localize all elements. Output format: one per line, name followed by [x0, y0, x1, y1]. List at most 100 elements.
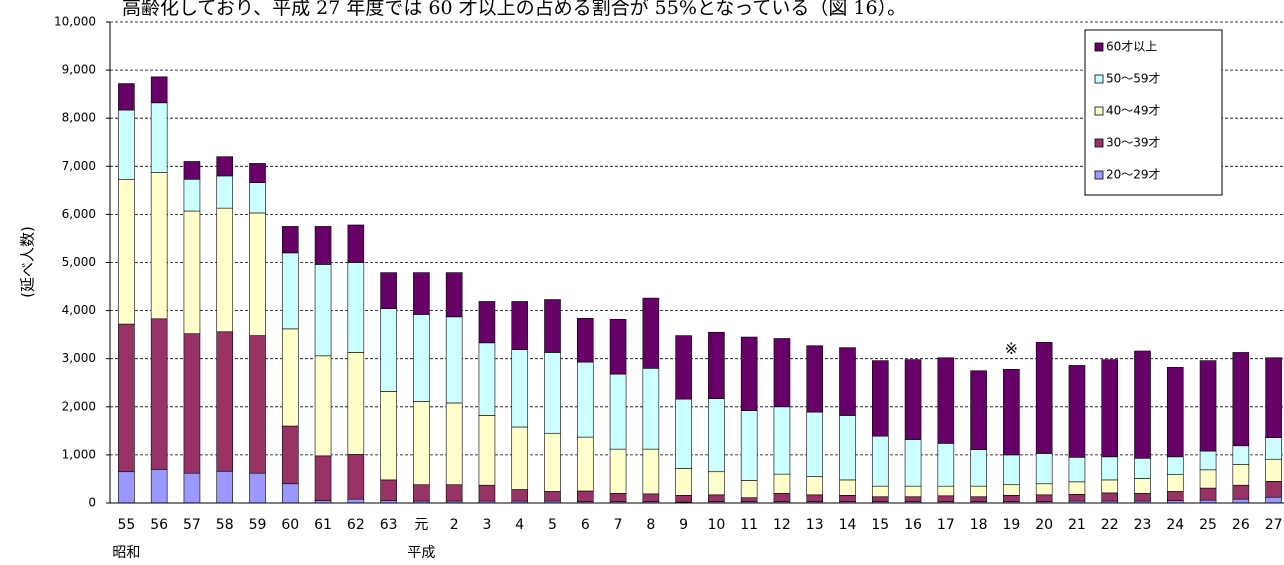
x-tick-label: 58: [216, 517, 234, 533]
bar-segment: [937, 443, 955, 487]
x-tick-label: 27: [1265, 517, 1283, 533]
bar-segment: [216, 156, 234, 177]
bar-segment: [1003, 454, 1020, 486]
bar-segment: [281, 425, 299, 485]
x-tick-label: 24: [1166, 517, 1184, 533]
bar-segment: [249, 472, 266, 504]
bar-segment: [806, 345, 824, 413]
bar-segment: [216, 175, 234, 209]
x-tick-label: 23: [1134, 517, 1152, 533]
y-axis-label: (延べ人数): [19, 226, 37, 298]
bar-segment: [904, 359, 922, 440]
bar-segment: [1003, 484, 1020, 496]
bar-segment: [1265, 481, 1282, 498]
bar-segment: [609, 318, 627, 375]
x-tick-label: 56: [150, 517, 168, 533]
bar-segment: [314, 455, 332, 501]
bar-segment: [183, 333, 201, 474]
bar-segment: [1166, 367, 1184, 458]
bar-segment: [281, 226, 299, 254]
legend-label: 30～39才: [1106, 136, 1161, 150]
bar-segment: [806, 476, 824, 496]
bar-segment: [806, 494, 824, 502]
bar-segment: [413, 272, 430, 315]
bar-segment: [609, 448, 627, 494]
y-tick-label: 10,000: [54, 15, 96, 29]
bar-segment: [1068, 481, 1086, 495]
bar-segment: [1232, 484, 1250, 500]
bar-segment: [1232, 445, 1250, 465]
legend-label: 20～29才: [1106, 168, 1161, 182]
bar-segment: [281, 328, 299, 427]
x-tick-label: 60: [281, 517, 299, 533]
bar-segment: [937, 357, 955, 444]
bar-segment: [1134, 478, 1151, 494]
x-tick-label: 4: [515, 517, 524, 533]
bar-segment: [1265, 437, 1282, 460]
bar-segment: [576, 490, 594, 502]
bar-segment: [576, 361, 594, 438]
x-tick-label: 25: [1199, 517, 1217, 533]
bar-segment: [1134, 493, 1151, 502]
bar-segment: [970, 449, 987, 487]
bar-segment: [970, 370, 987, 450]
bar-segment: [1035, 453, 1053, 485]
x-tick-label: 18: [970, 517, 988, 533]
bar-segment: [183, 210, 201, 334]
bar-segment: [740, 497, 758, 502]
bar-segment: [1101, 456, 1119, 481]
bar-segment: [1101, 479, 1119, 494]
bar-segment: [1068, 365, 1086, 458]
bar-segment: [249, 212, 266, 336]
y-tick-label: 3,000: [62, 351, 96, 365]
y-tick-label: 6,000: [62, 207, 96, 221]
bar-segment: [281, 252, 299, 330]
bar-segment: [871, 435, 889, 487]
x-tick-label: 3: [482, 517, 491, 533]
bar-segment: [380, 391, 397, 481]
x-tick-label: 61: [314, 517, 332, 533]
bar-segment: [675, 495, 692, 503]
bar-segment: [150, 76, 168, 104]
bar-segment: [871, 496, 889, 502]
y-tick-label: 2,000: [62, 399, 96, 413]
bar-segment: [511, 301, 529, 350]
bar-segment: [150, 172, 168, 320]
x-tick-label: 21: [1068, 517, 1086, 533]
x-tick-label: 16: [904, 517, 922, 533]
y-tick-label: 1,000: [62, 447, 96, 461]
bar-segment: [314, 264, 332, 357]
bar-segment: [970, 496, 987, 502]
bar-segment: [1134, 350, 1151, 459]
x-tick-label: 2: [450, 517, 459, 533]
bar-segment: [1199, 469, 1217, 489]
bar-segment: [347, 454, 365, 500]
bar-segment: [1035, 494, 1053, 502]
x-tick-label: 10: [707, 517, 725, 533]
bar-segment: [347, 224, 365, 263]
bar-segment: [478, 415, 496, 486]
bar-segment: [576, 436, 594, 492]
bar-segment: [839, 479, 856, 496]
x-tick-label: 22: [1101, 517, 1119, 533]
bar-segment: [1068, 457, 1086, 483]
bar-segment: [380, 479, 397, 501]
bar-segment: [1003, 368, 1020, 456]
bar-segment: [150, 318, 168, 470]
bar-segment: [544, 491, 561, 502]
bar-segment: [708, 331, 725, 399]
bar-segment: [380, 272, 397, 309]
y-tick-label: 7,000: [62, 159, 96, 173]
bar-segment: [1003, 495, 1020, 502]
bar-segment: [1035, 483, 1053, 496]
bar-segment: [183, 178, 201, 212]
bar-segment: [839, 495, 856, 502]
bar-segment: [1199, 450, 1217, 471]
x-tick-label: 63: [380, 517, 398, 533]
x-tick-label: 11: [740, 517, 758, 533]
bar-segment: [1166, 474, 1184, 492]
bar-segment: [1134, 457, 1151, 479]
bar-segment: [1101, 359, 1119, 458]
bar-segment: [1265, 458, 1282, 482]
